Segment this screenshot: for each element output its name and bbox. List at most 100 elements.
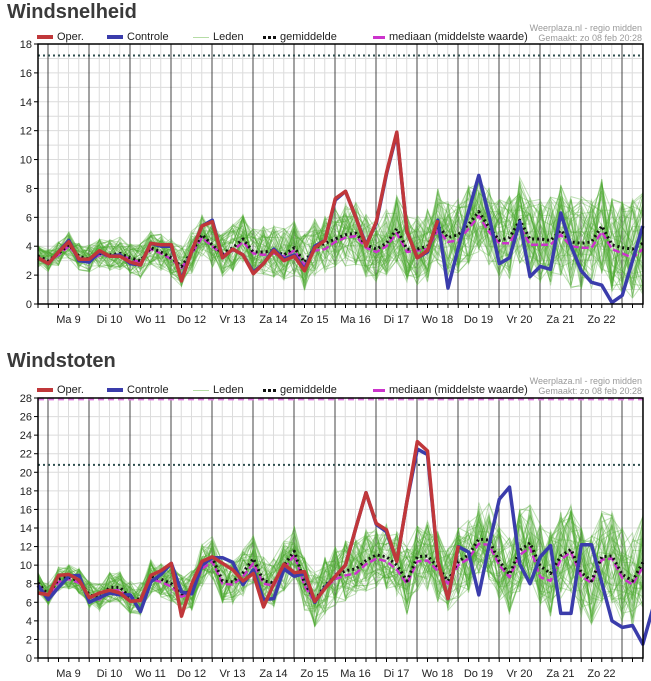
x-tick-label: Vr 20: [507, 668, 533, 680]
leden-member-line: [37, 511, 644, 622]
y-tick-label: 12: [20, 126, 32, 138]
legend-oper[interactable]: Oper.: [37, 384, 84, 396]
y-tick-label: 4: [26, 241, 32, 253]
leden-member-line: [37, 180, 644, 295]
leden-member-line: [37, 185, 644, 282]
y-tick-label: 18: [20, 486, 32, 498]
leden-member-line: [37, 190, 644, 284]
leden-member-line: [37, 186, 644, 287]
legend-label: gemiddelde: [280, 31, 337, 43]
x-tick-label: Di 17: [384, 668, 410, 680]
leden-member-line: [37, 180, 644, 290]
leden-member-line: [37, 196, 644, 285]
x-tick-label: Za 14: [259, 668, 287, 680]
legend-label: Leden: [213, 31, 244, 43]
windstoten-panel: Windstoten Oper. Controle Leden gemiddel…: [0, 340, 651, 681]
leden-member-line: [37, 184, 644, 278]
x-tick-label: Do 19: [464, 668, 493, 680]
leden-member-line: [37, 191, 644, 286]
y-tick-label: 2: [26, 270, 32, 282]
windsnelheid-chart: 0 2 4 6 8 10 12 14 16 18 Ma 9 Di 10 Wo 11 Do 12 Vr 13 Z…: [20, 39, 645, 326]
x-tick-label: Vr 20: [507, 314, 533, 326]
legend-oper[interactable]: Oper.: [37, 31, 84, 43]
series-gemiddelde-line: [37, 210, 644, 268]
credit-made: Gemaakt: zo 08 feb 20:28: [538, 386, 642, 396]
legend-label: Oper.: [57, 31, 84, 43]
y-tick-label: 12: [20, 542, 32, 554]
legend-controle[interactable]: Controle: [107, 384, 169, 396]
controle-swatch-icon: [107, 35, 123, 39]
y-tick-label: 14: [20, 523, 32, 535]
leden-member-line: [37, 182, 644, 293]
y-tick-label: 20: [20, 467, 32, 479]
leden-swatch-icon: [193, 36, 209, 38]
x-tick-label: Wo 11: [135, 668, 166, 680]
leden-member-line: [37, 206, 644, 299]
x-tick-label: Wo 18: [422, 314, 454, 326]
leden-member-line: [37, 183, 644, 283]
y-tick-label: 6: [26, 212, 32, 224]
leden-member-line: [37, 518, 644, 609]
legend-gemiddelde[interactable]: gemiddelde: [263, 384, 337, 396]
chart-title: Windsnelheid: [7, 1, 137, 23]
x-tick-label: Vr 13: [220, 668, 246, 680]
x-tick-label: Wo 18: [422, 668, 454, 680]
legend-label: Leden: [213, 384, 244, 396]
credit-source: Weerplaza.nl - regio midden: [529, 376, 642, 386]
legend-label: Controle: [127, 31, 169, 43]
x-tick-label: Ma 16: [340, 314, 371, 326]
leden-member-line: [37, 184, 644, 287]
legend-label: Controle: [127, 384, 169, 396]
legend-mediaan[interactable]: mediaan (middelste waarde): [373, 384, 528, 396]
legend-leden[interactable]: Leden: [193, 31, 244, 43]
series-oper-line: [37, 439, 461, 618]
leden-member-line: [37, 523, 643, 622]
x-tick-label: Ma 16: [340, 668, 371, 680]
series-oper-line: [37, 130, 440, 283]
legend-leden[interactable]: Leden: [193, 384, 244, 396]
mediaan-swatch-icon: [373, 35, 385, 39]
mediaan-swatch-icon: [373, 388, 385, 392]
leden-member-line: [37, 188, 644, 284]
leden-member-line: [37, 197, 644, 288]
y-tick-label: 8: [26, 183, 32, 195]
leden-member-line: [37, 204, 644, 289]
legend-label: mediaan (middelste waarde): [389, 31, 528, 43]
legend-label: Oper.: [57, 384, 84, 396]
x-tick-label: Zo 22: [587, 314, 615, 326]
leden-member-line: [37, 512, 644, 619]
y-tick-label: 16: [20, 68, 32, 80]
legend-gemiddelde[interactable]: gemiddelde: [263, 31, 337, 43]
leden-member-line: [37, 186, 644, 295]
legend-mediaan[interactable]: mediaan (middelste waarde): [373, 31, 528, 43]
credit: Weerplaza.nl - regio midden Gemaakt: zo …: [530, 376, 642, 396]
y-tick-label: 14: [20, 97, 32, 109]
y-tick-label: 8: [26, 579, 32, 591]
x-tick-label: Za 14: [259, 314, 287, 326]
x-tick-label: Zo 15: [300, 668, 328, 680]
leden-member-line: [37, 516, 643, 614]
x-tick-label: Zo 22: [587, 668, 615, 680]
x-tick-label: Za 21: [546, 668, 574, 680]
chart-title: Windstoten: [7, 350, 116, 372]
leden-member-line: [37, 191, 644, 298]
y-tick-label: 26: [20, 412, 32, 424]
y-tick-label: 16: [20, 504, 32, 516]
legend-controle[interactable]: Controle: [107, 31, 169, 43]
oper-swatch-icon: [37, 388, 53, 392]
y-tick-label: 18: [20, 39, 32, 51]
y-tick-label: 10: [20, 560, 32, 572]
leden-member-line: [37, 185, 644, 292]
leden-member-line: [37, 179, 644, 287]
x-tick-label: Do 12: [177, 314, 206, 326]
y-tick-label: 4: [26, 616, 32, 628]
x-tick-label: Do 19: [464, 314, 493, 326]
plot-frame: [37, 43, 644, 305]
x-tick-label: Za 21: [546, 314, 574, 326]
x-tick-label: Vr 13: [220, 314, 246, 326]
y-tick-label: 28: [20, 393, 32, 405]
gemiddelde-swatch-icon: [263, 388, 276, 392]
leden-member-line: [37, 190, 644, 287]
leden-member-line: [37, 510, 644, 619]
